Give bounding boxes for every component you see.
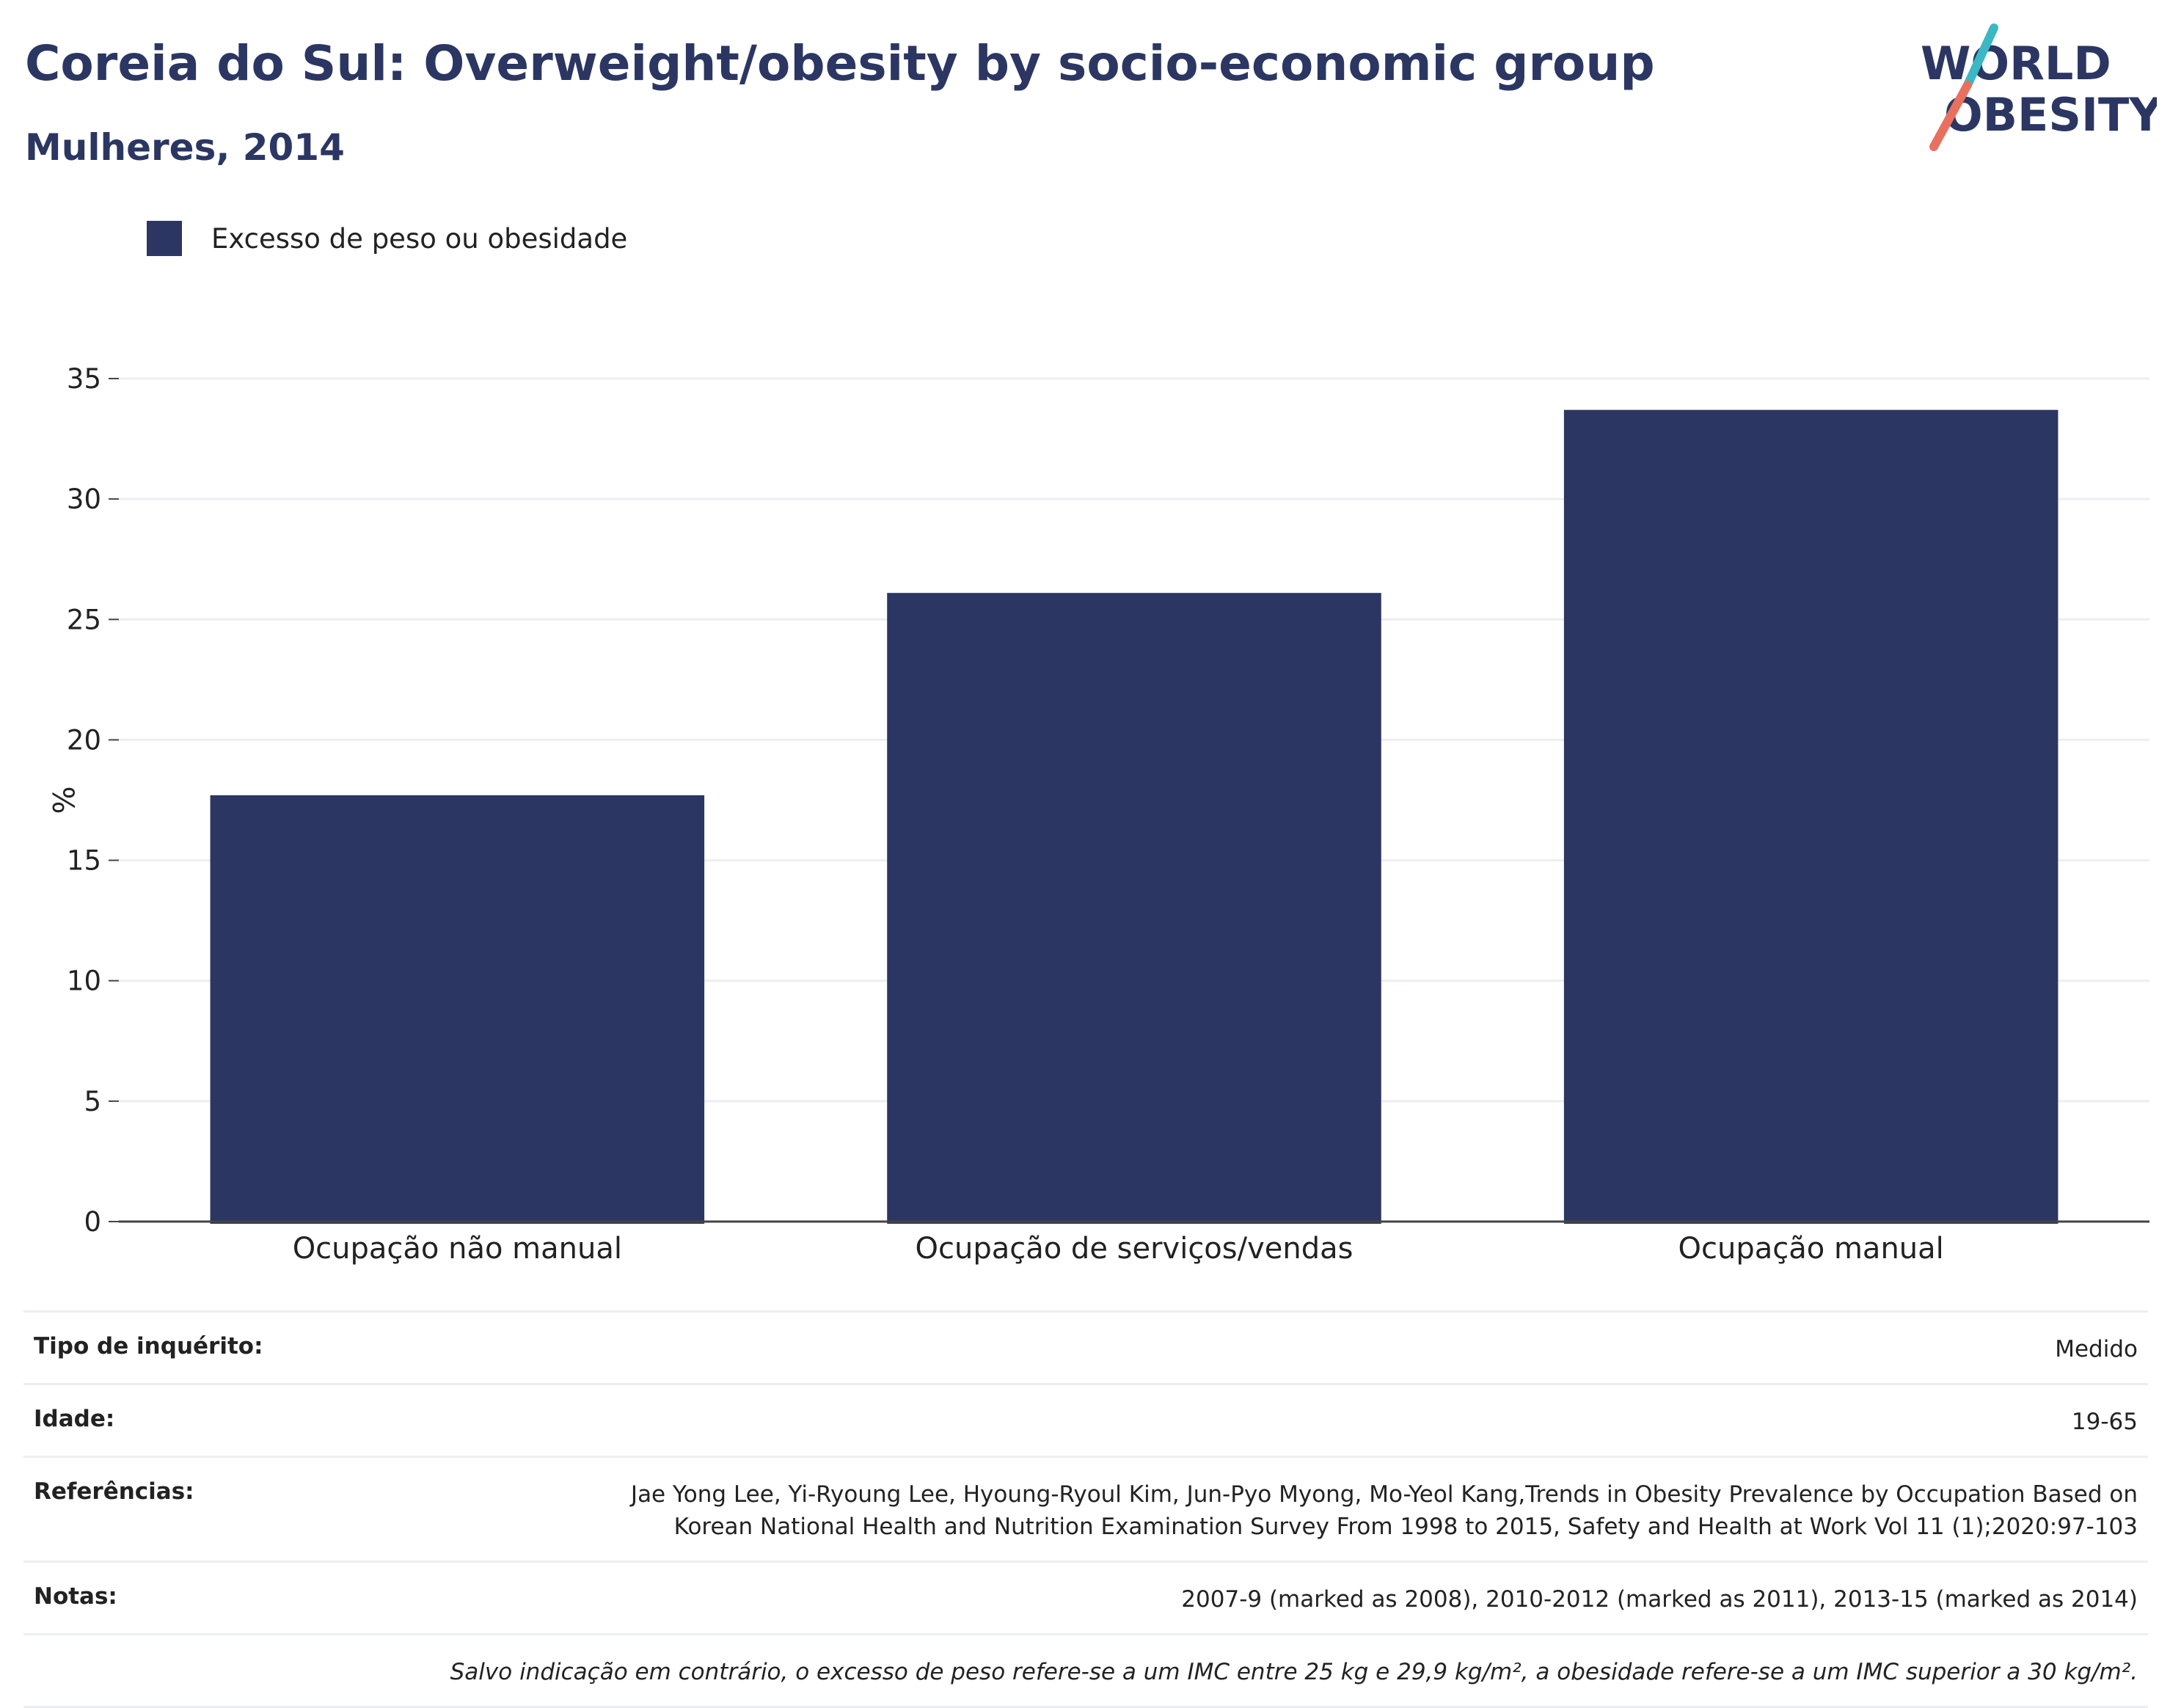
- info-row-survey-type: Tipo de inquérito: Medido: [23, 1310, 2148, 1383]
- logo-slash-bottom: [1929, 81, 1972, 151]
- legend-swatch: [147, 221, 182, 256]
- info-row-age: Idade: 19-65: [23, 1383, 2148, 1456]
- world-obesity-logo: WORLD OBESITY: [1921, 23, 2157, 151]
- logo-line1: WORLD: [1921, 37, 2111, 90]
- y-tick-label: 0: [84, 1206, 101, 1238]
- info-footnote: Salvo indicação em contrário, o excesso …: [23, 1633, 2148, 1708]
- info-value: 2007-9 (marked as 2008), 2010-2012 (mark…: [1181, 1586, 2138, 1613]
- y-tick-label: 35: [67, 363, 101, 395]
- bar: [1563, 409, 2058, 1224]
- x-tick-label: Ocupação de serviços/vendas: [916, 1232, 1353, 1266]
- y-tick-label: 15: [67, 845, 101, 877]
- logo-line2: OBESITY: [1944, 88, 2157, 142]
- y-tick-label: 25: [67, 604, 101, 635]
- info-value: Medido: [2055, 1336, 2138, 1362]
- info-key: Tipo de inquérito:: [34, 1333, 263, 1360]
- bar-chart: 0 5 10 15 20 25 30 35% Ocupação não manual Ocupaç…: [45, 363, 2149, 1266]
- y-tick-label: 10: [67, 966, 101, 997]
- logo-slash-top: [1963, 23, 1998, 90]
- page-title: Coreia do Sul: Overweight/obesity by soc…: [25, 35, 1655, 92]
- footnote-text: Salvo indicação em contrário, o excesso …: [450, 1659, 2138, 1685]
- info-row-references: Referências: Jae Yong Lee, Yi-Ryoung Lee…: [23, 1456, 2148, 1561]
- chart-legend: Excesso de peso ou obesidade: [147, 220, 627, 257]
- reference-line: Jae Yong Lee, Yi-Ryoung Lee, Hyoung-Ryou…: [630, 1481, 2138, 1508]
- y-tick-label: 20: [67, 724, 101, 756]
- legend-label: Excesso de peso ou obesidade: [211, 222, 628, 255]
- y-tick-label: 5: [84, 1086, 101, 1117]
- info-key: Notas:: [34, 1583, 117, 1610]
- bar: [887, 593, 1381, 1224]
- x-tick-label: Ocupação manual: [1678, 1232, 1944, 1266]
- y-tick-label: 30: [67, 483, 101, 515]
- bar: [210, 795, 705, 1224]
- info-value: Jae Yong Lee, Yi-Ryoung Lee, Hyoung-Ryou…: [631, 1478, 2138, 1543]
- page-subtitle: Mulheres, 2014: [25, 126, 345, 169]
- info-key: Referências:: [34, 1478, 194, 1505]
- info-table: Tipo de inquérito: Medido Idade: 19-65 R…: [23, 1310, 2148, 1708]
- x-tick-label: Ocupação não manual: [293, 1232, 622, 1266]
- info-row-notes: Notas: 2007-9 (marked as 2008), 2010-201…: [23, 1561, 2148, 1633]
- y-axis-label: %: [45, 786, 79, 814]
- info-key: Idade:: [34, 1406, 115, 1432]
- reference-line: Korean National Health and Nutrition Exa…: [673, 1514, 2138, 1540]
- info-value: 19-65: [2071, 1409, 2138, 1435]
